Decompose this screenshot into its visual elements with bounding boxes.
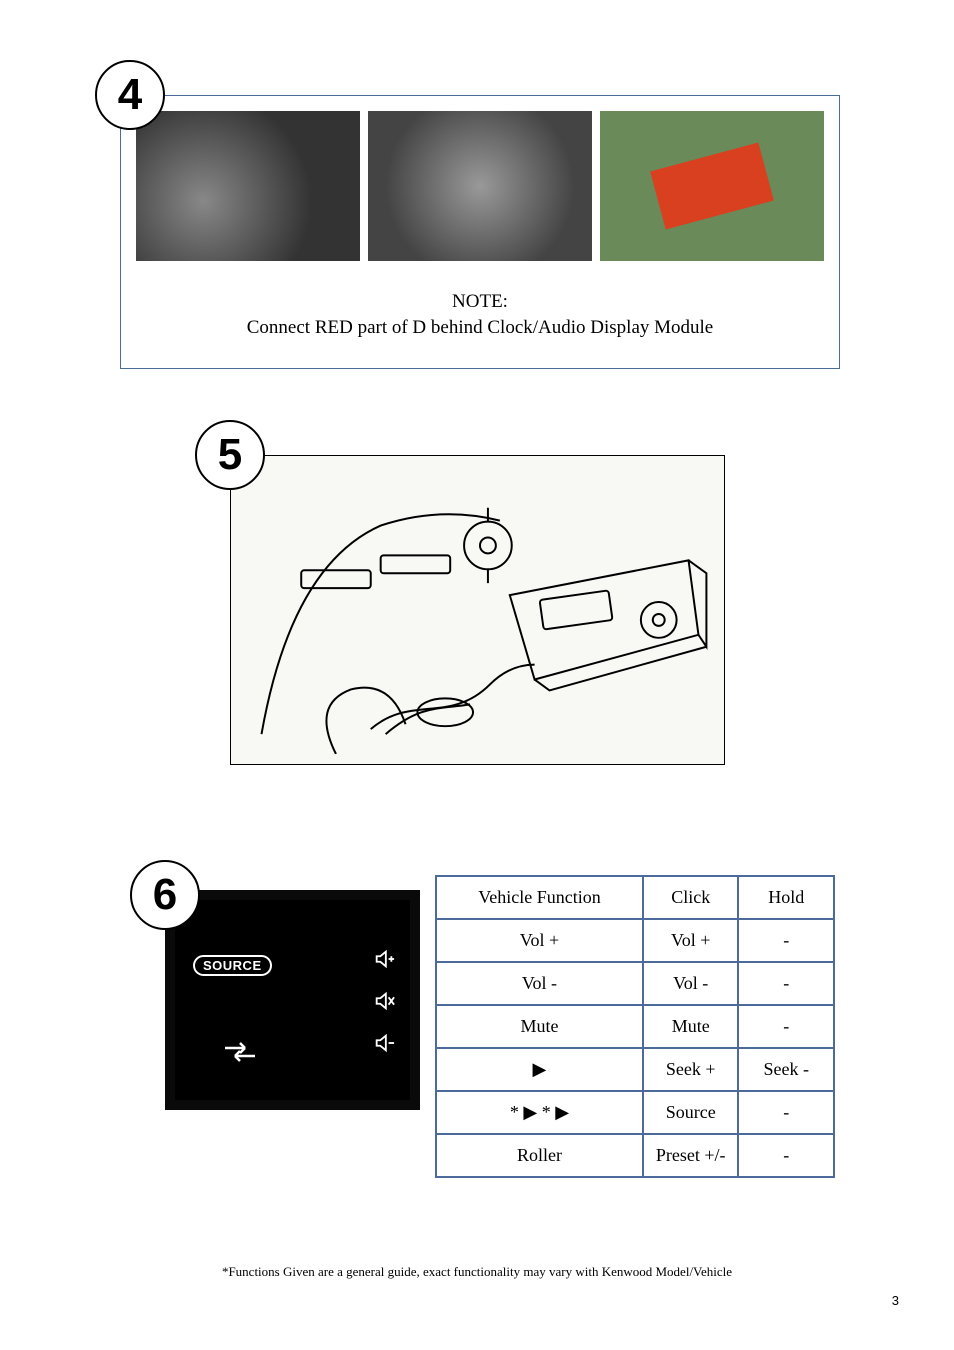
volume-icons xyxy=(373,948,395,1060)
install-sketch xyxy=(241,466,714,754)
cell-fn: Roller xyxy=(436,1134,643,1177)
cell-hold: - xyxy=(738,1091,834,1134)
note-line1: NOTE: xyxy=(141,289,819,315)
cell-hold: - xyxy=(738,919,834,962)
section-4-images xyxy=(121,96,839,271)
cell-click: Source xyxy=(643,1091,739,1134)
cell-click: Mute xyxy=(643,1005,739,1048)
table-row: Roller Preset +/- - xyxy=(436,1134,834,1177)
photo-hand-connector xyxy=(368,111,592,261)
page-number: 3 xyxy=(892,1293,899,1308)
step-circle-6: 6 xyxy=(130,860,200,930)
table-row: * ▶ * ▶ Source - xyxy=(436,1091,834,1134)
table-row: Vol - Vol - - xyxy=(436,962,834,1005)
cell-click: Vol + xyxy=(643,919,739,962)
table-row: Vol + Vol + - xyxy=(436,919,834,962)
cycle-arrows-icon xyxy=(223,1040,257,1068)
table-row: Mute Mute - xyxy=(436,1005,834,1048)
th-click: Click xyxy=(643,876,739,919)
table-header-row: Vehicle Function Click Hold xyxy=(436,876,834,919)
section-4-panel: NOTE: Connect RED part of D behind Clock… xyxy=(120,95,840,369)
th-hold: Hold xyxy=(738,876,834,919)
vol-down-icon xyxy=(373,1032,395,1060)
section-5-panel xyxy=(230,455,725,765)
function-table: Vehicle Function Click Hold Vol + Vol + … xyxy=(435,875,835,1178)
steering-control-photo: SOURCE xyxy=(165,890,420,1110)
cell-fn: Mute xyxy=(436,1005,643,1048)
mute-icon xyxy=(373,990,395,1018)
cell-fn: ▶ xyxy=(436,1048,643,1091)
cell-click: Vol - xyxy=(643,962,739,1005)
cell-fn: * ▶ * ▶ xyxy=(436,1091,643,1134)
cell-click: Seek + xyxy=(643,1048,739,1091)
cell-fn: Vol - xyxy=(436,962,643,1005)
cell-hold: Seek - xyxy=(738,1048,834,1091)
note-line2: Connect RED part of D behind Clock/Audio… xyxy=(141,315,819,341)
photo-dashboard xyxy=(136,111,360,261)
photo-red-connector xyxy=(600,111,824,261)
cell-hold: - xyxy=(738,962,834,1005)
cell-fn: Vol + xyxy=(436,919,643,962)
step-circle-4: 4 xyxy=(95,60,165,130)
step-number-6: 6 xyxy=(153,870,177,920)
section-4-note: NOTE: Connect RED part of D behind Clock… xyxy=(121,271,839,368)
cell-hold: - xyxy=(738,1134,834,1177)
cell-hold: - xyxy=(738,1005,834,1048)
step-number-5: 5 xyxy=(218,430,242,480)
footnote: *Functions Given are a general guide, ex… xyxy=(0,1264,954,1280)
step-circle-5: 5 xyxy=(195,420,265,490)
source-button-label: SOURCE xyxy=(193,955,272,976)
cell-click: Preset +/- xyxy=(643,1134,739,1177)
th-vehicle-function: Vehicle Function xyxy=(436,876,643,919)
step-number-4: 4 xyxy=(118,70,142,120)
table-row: ▶ Seek + Seek - xyxy=(436,1048,834,1091)
vol-up-icon xyxy=(373,948,395,976)
